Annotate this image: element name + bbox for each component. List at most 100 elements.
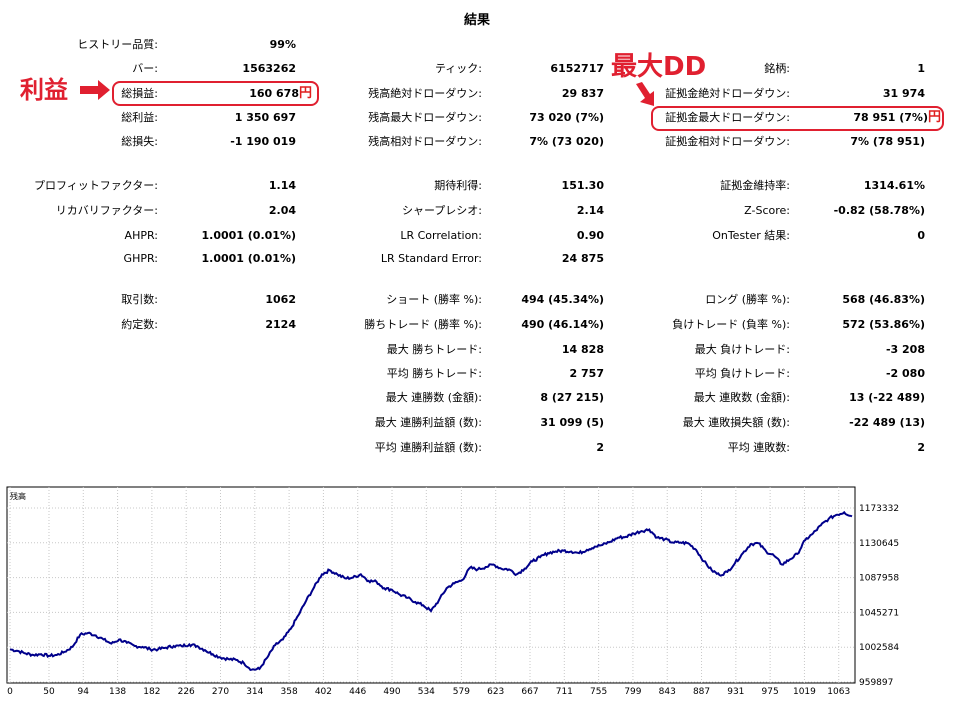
- maxdd-annotation: 最大DD: [611, 52, 707, 82]
- x-tick-label: 226: [178, 687, 195, 697]
- y-tick-label: 1173332: [859, 504, 899, 514]
- gross-loss-value: -1 190 019: [230, 135, 296, 148]
- x-tick-label: 0: [7, 687, 13, 697]
- y-tick-label: 959897: [859, 678, 893, 688]
- balance-abs-dd-value: 29 837: [561, 87, 604, 100]
- history-quality-value: 99%: [269, 38, 296, 51]
- equity-max-dd-label: 証拠金最大ドローダウン:: [665, 111, 790, 124]
- chart-plot-area: [6, 486, 856, 684]
- y-tick-label: 1045271: [859, 608, 899, 618]
- y-tick-label: 1130645: [859, 539, 899, 549]
- yen-suffix: 円: [298, 86, 312, 101]
- x-tick-label: 358: [281, 687, 298, 697]
- profit-factor-value: 1.14: [268, 179, 296, 192]
- ontester-result-label: OnTester 結果:: [712, 229, 790, 242]
- ticks-label: ティック:: [434, 62, 482, 75]
- ticks-value: 6152717: [550, 62, 604, 75]
- average-profit-trade-label: 平均 勝ちトレード:: [386, 367, 482, 380]
- y-tick-label: 1002584: [859, 643, 899, 653]
- expected-payoff-value: 151.30: [561, 179, 604, 192]
- yen-suffix: 円: [927, 110, 941, 125]
- margin-level-value: 1314.61%: [863, 179, 925, 192]
- x-tick-label: 931: [727, 687, 744, 697]
- balance-rel-dd-value: 7% (73 020): [529, 135, 604, 148]
- x-tick-label: 1063: [827, 687, 850, 697]
- total-net-profit-value: 160 678円: [249, 86, 312, 101]
- total-trades-value: 1062: [265, 293, 296, 306]
- loss-trades-value: 572 (53.86%): [842, 318, 925, 331]
- ghpr-label: GHPR:: [123, 252, 158, 265]
- short-trades-label: ショート (勝率 %):: [386, 293, 482, 306]
- largest-profit-trade-value: 14 828: [561, 343, 604, 356]
- x-tick-label: 446: [349, 687, 366, 697]
- max-consecutive-profit-label: 最大 連勝利益額 (数):: [374, 416, 482, 429]
- profit-trades-value: 490 (46.14%): [521, 318, 604, 331]
- largest-loss-trade-label: 最大 負けトレード:: [694, 343, 790, 356]
- lr-correlation-label: LR Correlation:: [400, 229, 482, 242]
- total-deals-value: 2124: [265, 318, 296, 331]
- avg-consecutive-wins-value: 2: [596, 441, 604, 454]
- x-tick-label: 887: [693, 687, 710, 697]
- equity-max-dd-value: 78 951 (7%)円: [853, 110, 941, 125]
- ontester-result-value: 0: [917, 229, 925, 242]
- x-tick-label: 975: [762, 687, 779, 697]
- balance-series-line: [9, 510, 853, 671]
- total-deals-label: 約定数:: [121, 318, 158, 331]
- gross-profit-value: 1 350 697: [234, 111, 296, 124]
- x-tick-label: 402: [315, 687, 332, 697]
- expected-payoff-label: 期待利得:: [434, 179, 482, 192]
- max-consecutive-loss-label: 最大 連敗損失額 (数):: [682, 416, 790, 429]
- equity-rel-dd-value: 7% (78 951): [850, 135, 925, 148]
- average-loss-trade-label: 平均 負けトレード:: [694, 367, 790, 380]
- short-trades-value: 494 (45.34%): [521, 293, 604, 306]
- x-tick-label: 94: [78, 687, 90, 697]
- x-tick-label: 138: [109, 687, 126, 697]
- max-consecutive-losses-value: 13 (-22 489): [849, 391, 925, 404]
- x-tick-label: 490: [383, 687, 400, 697]
- z-score-label: Z-Score:: [744, 204, 790, 217]
- balance-abs-dd-label: 残高絶対ドローダウン:: [368, 87, 482, 100]
- x-tick-label: 50: [43, 687, 55, 697]
- gross-profit-label: 総利益:: [121, 111, 158, 124]
- balance-rel-dd-label: 残高相対ドローダウン:: [368, 135, 482, 148]
- total-trades-label: 取引数:: [121, 293, 158, 306]
- profit-highlight-box: [112, 81, 319, 106]
- symbols-label: 銘柄:: [764, 62, 790, 75]
- x-tick-label: 314: [246, 687, 263, 697]
- profit-factor-label: プロフィットファクター:: [33, 179, 158, 192]
- x-tick-label: 579: [453, 687, 470, 697]
- avg-consecutive-wins-label: 平均 連勝利益額 (数):: [374, 441, 482, 454]
- lr-std-error-value: 24 875: [561, 252, 604, 265]
- ahpr-label: AHPR:: [124, 229, 158, 242]
- x-tick-label: 755: [590, 687, 607, 697]
- max-consecutive-wins-label: 最大 連勝数 (金額):: [385, 391, 482, 404]
- equity-abs-dd-label: 証拠金絶対ドローダウン:: [665, 87, 790, 100]
- bars-value: 1563262: [242, 62, 296, 75]
- ahpr-value: 1.0001 (0.01%): [201, 229, 297, 242]
- chart-legend-label: 残高: [10, 491, 26, 501]
- profit-trades-label: 勝ちトレード (勝率 %):: [364, 318, 482, 331]
- average-loss-trade-value: -2 080: [885, 367, 925, 380]
- x-tick-label: 270: [212, 687, 229, 697]
- balance-max-dd-value: 73 020 (7%): [529, 111, 604, 124]
- ghpr-value: 1.0001 (0.01%): [201, 252, 297, 265]
- max-consecutive-wins-value: 8 (27 215): [540, 391, 604, 404]
- margin-level-label: 証拠金維持率:: [720, 179, 790, 192]
- sharpe-ratio-value: 2.14: [576, 204, 604, 217]
- x-tick-label: 843: [659, 687, 676, 697]
- total-net-profit-label: 総損益:: [121, 87, 158, 100]
- lr-correlation-value: 0.90: [576, 229, 604, 242]
- x-tick-label: 711: [556, 687, 573, 697]
- recovery-factor-label: リカバリファクター:: [55, 204, 158, 217]
- avg-consecutive-losses-label: 平均 連敗数:: [727, 441, 790, 454]
- maxdd-highlight-box: [651, 106, 944, 131]
- x-tick-label: 667: [521, 687, 538, 697]
- avg-consecutive-losses-value: 2: [917, 441, 925, 454]
- sharpe-ratio-label: シャープレシオ:: [401, 204, 482, 217]
- lr-std-error-label: LR Standard Error:: [380, 252, 482, 265]
- long-trades-label: ロング (勝率 %):: [705, 293, 790, 306]
- x-tick-label: 799: [624, 687, 641, 697]
- balance-chart-svg: 残高 1173332 1130645 1087958 1045271 1002584 95…: [6, 486, 899, 697]
- maxdd-arrow-icon: [636, 82, 654, 106]
- z-score-value: -0.82 (58.78%): [833, 204, 925, 217]
